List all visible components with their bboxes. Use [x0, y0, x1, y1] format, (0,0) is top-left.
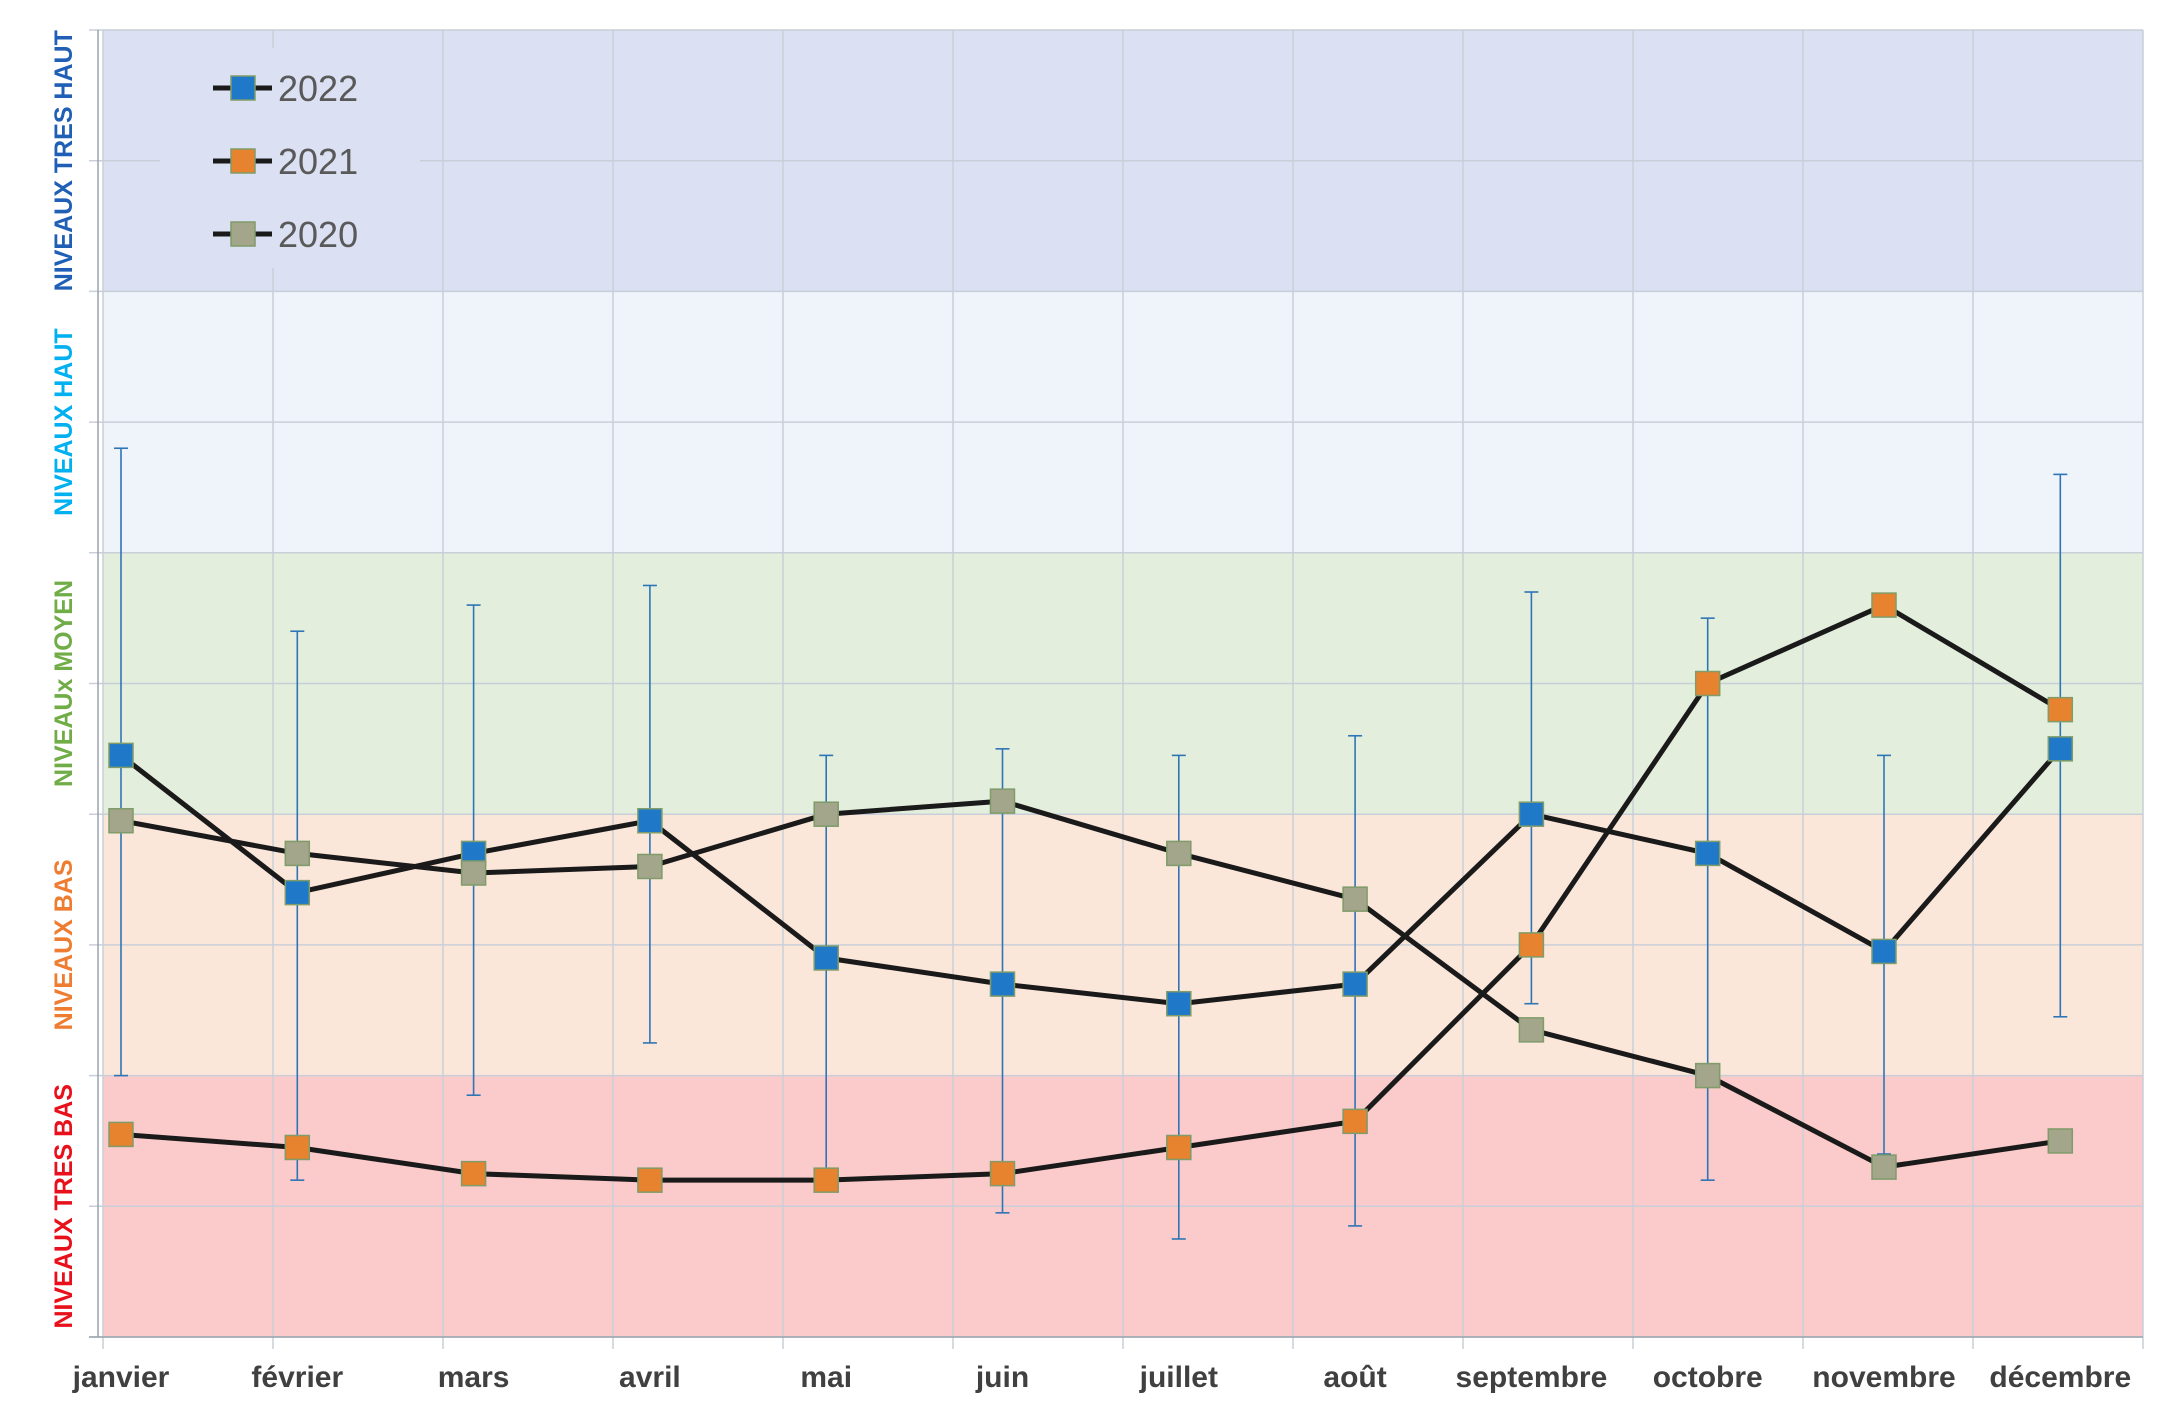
- band-label-1: NIVEAUX BAS: [50, 859, 78, 1030]
- x-tick-label: juin: [975, 1361, 1029, 1394]
- legend-label-2020: 2020: [278, 214, 358, 255]
- marker-2020: [637, 853, 663, 880]
- x-tick-label: septembre: [1456, 1361, 1608, 1394]
- marker-2021: [813, 1167, 839, 1193]
- legend-box: [160, 48, 420, 268]
- marker-2021: [1518, 932, 1545, 958]
- legend-label-2022: 2022: [278, 68, 358, 109]
- series-line-2021: [120, 602, 2062, 1183]
- marker-2022: [2047, 736, 2074, 762]
- x-tick-label: octobre: [1653, 1361, 1763, 1394]
- series-lines: [119, 602, 2063, 1183]
- marker-2021: [460, 1160, 487, 1187]
- marker-2020: [108, 807, 134, 834]
- marker-2021: [1342, 1108, 1368, 1135]
- band-label-3: NIVEAUX HAUT: [50, 328, 78, 516]
- marker-2021: [284, 1134, 311, 1161]
- marker-2021: [108, 1121, 134, 1148]
- marker-2020: [1694, 1062, 1721, 1089]
- marker-2022: [813, 945, 839, 971]
- marker-2021: [989, 1160, 1016, 1187]
- marker-2020: [284, 840, 311, 867]
- series-line-2020: [120, 798, 2061, 1170]
- marker-2022: [1342, 971, 1368, 997]
- marker-2022: [1871, 938, 1897, 965]
- gridlines: [89, 29, 2144, 1349]
- marker-2020: [989, 788, 1016, 814]
- x-tick-label: juillet: [1139, 1361, 1218, 1394]
- x-tick-label: novembre: [1812, 1361, 1955, 1394]
- marker-2022: [1166, 990, 1192, 1017]
- band-label-4: NIVEAUX TRES HAUT: [50, 30, 78, 291]
- marker-2022: [637, 807, 663, 834]
- marker-2022: [284, 879, 311, 906]
- marker-2021: [1871, 592, 1897, 618]
- marker-2021: [1166, 1134, 1192, 1161]
- marker-2020: [1871, 1154, 1897, 1180]
- legend-label-2021: 2021: [278, 141, 358, 182]
- marker-2022: [1518, 801, 1545, 827]
- marker-2020: [460, 860, 487, 886]
- series-line-2022: [119, 747, 2063, 1007]
- marker-2021: [2047, 696, 2074, 723]
- marker-2022: [1694, 840, 1721, 867]
- marker-2020: [1166, 840, 1192, 867]
- band-label-2: NIVEAUx MOYEN: [50, 580, 78, 787]
- marker-2020: [1518, 1017, 1545, 1043]
- marker-2021: [1694, 670, 1721, 697]
- x-tick-label: avril: [619, 1361, 681, 1394]
- legend: 2022 2021 2020: [160, 48, 420, 268]
- x-tick-label: mars: [438, 1361, 510, 1394]
- legend-marker-2021: [230, 148, 256, 174]
- series-markers: [108, 592, 2074, 1193]
- x-tick-label: décembre: [1989, 1361, 2131, 1394]
- x-tick-label: février: [251, 1361, 343, 1394]
- legend-marker-2022: [230, 75, 256, 101]
- axes: [89, 30, 2143, 1338]
- marker-2021: [637, 1167, 663, 1193]
- band-label-0: NIVEAUX TRES BAS: [50, 1084, 78, 1328]
- x-tick-label: janvier: [72, 1361, 170, 1394]
- x-tick-labels: janvier février mars avril mai juin juillet aoû…: [72, 1361, 2132, 1394]
- marker-2022: [989, 971, 1016, 997]
- x-tick-label: août: [1323, 1361, 1386, 1394]
- marker-2020: [813, 801, 839, 827]
- band-labels: NIVEAUX TRES BAS NIVEAUX BAS NIVEAUx MOYEN…: [50, 30, 78, 1328]
- marker-2022: [108, 742, 134, 769]
- x-tick-label: mai: [800, 1361, 852, 1394]
- marker-2020: [1342, 886, 1368, 912]
- marker-2020: [2047, 1128, 2074, 1154]
- legend-marker-2020: [230, 221, 256, 247]
